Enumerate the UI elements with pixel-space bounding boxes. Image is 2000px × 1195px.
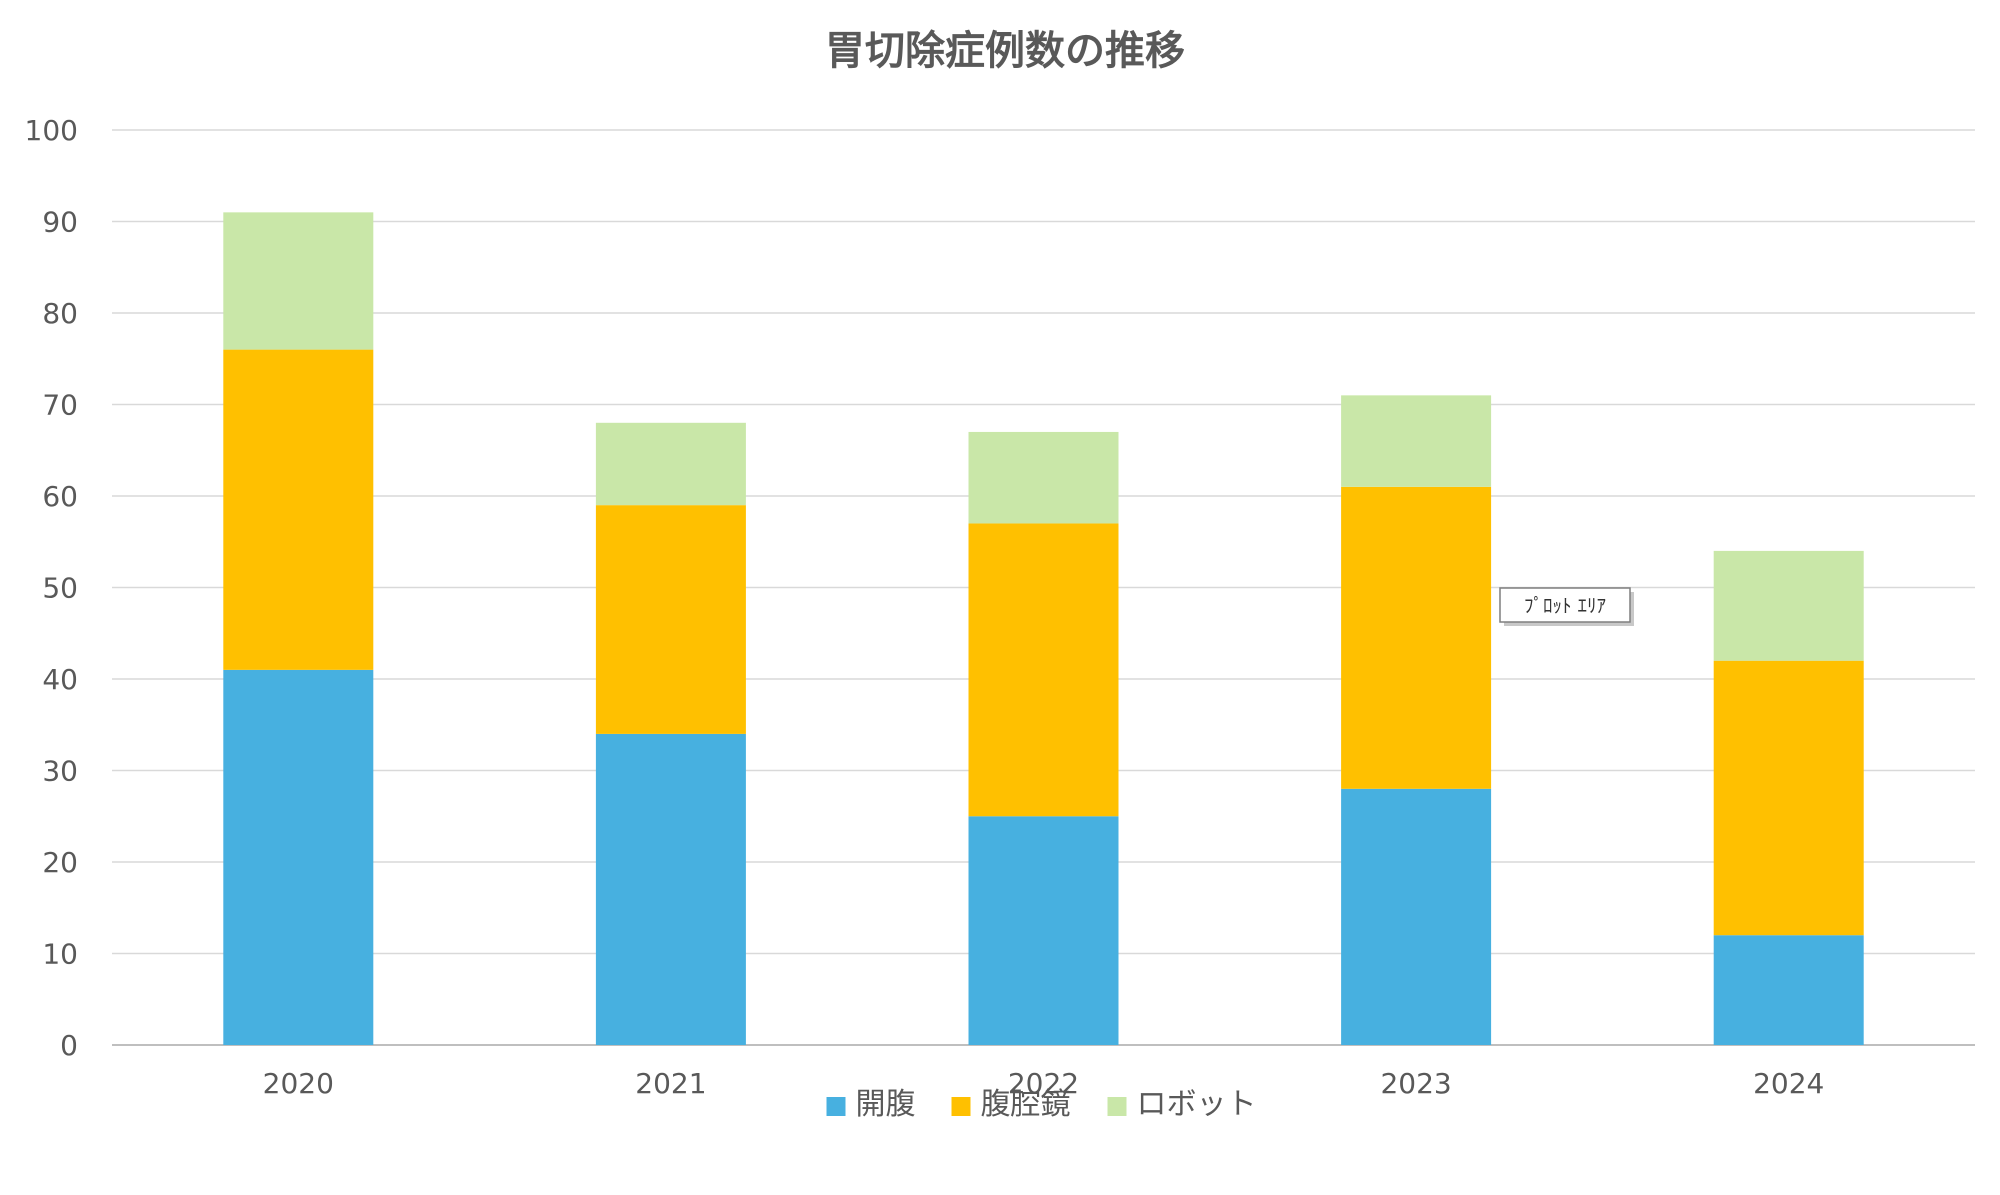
- bar-segment[interactable]: [1713, 935, 1864, 1045]
- x-tick-label: 2021: [635, 1067, 706, 1100]
- y-tick-label: 50: [42, 572, 78, 605]
- bar-segment[interactable]: [595, 733, 746, 1045]
- bars[interactable]: [223, 212, 1864, 1045]
- bar-segment[interactable]: [223, 669, 374, 1045]
- bar-segment[interactable]: [1713, 550, 1864, 661]
- bar-segment[interactable]: [1341, 395, 1492, 487]
- y-tick-label: 80: [42, 297, 78, 330]
- bar-segment[interactable]: [968, 523, 1119, 817]
- chart-title: 胃切除症例数の推移: [825, 28, 1185, 74]
- bar-segment[interactable]: [1713, 660, 1864, 936]
- legend-label[interactable]: ロボット: [1137, 1087, 1257, 1122]
- x-tick-label: 2022: [1008, 1067, 1079, 1100]
- x-tick-label: 2024: [1753, 1067, 1824, 1100]
- tooltip-text: ﾌﾟﾛｯﾄ ｴﾘｱ: [1524, 595, 1606, 617]
- legend-label[interactable]: 開腹: [856, 1087, 916, 1122]
- legend[interactable]: 開腹 腹腔鏡 ロボット: [826, 1087, 1257, 1122]
- bar-segment[interactable]: [968, 431, 1119, 524]
- bar-segment[interactable]: [223, 349, 374, 670]
- bar-segment[interactable]: [1341, 788, 1492, 1045]
- y-axis-ticks: 0 10 20 30 40 50 60 70 80 90 100: [25, 114, 78, 1062]
- y-tick-label: 0: [60, 1029, 78, 1062]
- y-tick-label: 30: [42, 755, 78, 788]
- bar-segment[interactable]: [595, 505, 746, 734]
- x-tick-label: 2023: [1380, 1067, 1451, 1100]
- legend-swatch[interactable]: [1107, 1097, 1127, 1116]
- y-tick-label: 100: [25, 114, 78, 147]
- legend-swatch[interactable]: [951, 1097, 971, 1116]
- x-tick-label: 2020: [263, 1067, 334, 1100]
- y-tick-label: 40: [42, 663, 78, 696]
- legend-swatch[interactable]: [826, 1097, 846, 1116]
- y-tick-label: 20: [42, 846, 78, 879]
- y-tick-label: 90: [42, 206, 78, 239]
- y-tick-label: 70: [42, 389, 78, 422]
- x-axis-ticks: 2020 2021 2022 2023 2024: [263, 1067, 1825, 1100]
- bar-segment[interactable]: [223, 212, 374, 350]
- bar-segment[interactable]: [595, 422, 746, 506]
- plot-area-tooltip: ﾌﾟﾛｯﾄ ｴﾘｱ: [1499, 587, 1634, 626]
- y-tick-label: 60: [42, 480, 78, 513]
- bar-segment[interactable]: [1341, 486, 1492, 789]
- legend-label[interactable]: 腹腔鏡: [981, 1087, 1071, 1122]
- bar-segment[interactable]: [968, 816, 1119, 1045]
- y-tick-label: 10: [42, 938, 78, 971]
